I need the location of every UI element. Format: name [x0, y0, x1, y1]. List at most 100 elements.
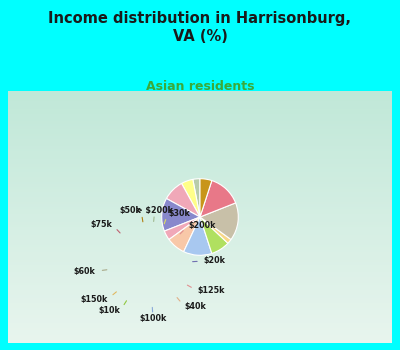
Wedge shape	[200, 203, 238, 239]
Bar	[8, 280, 392, 282]
Bar	[8, 172, 392, 174]
Text: $40k: $40k	[184, 302, 206, 311]
Bar	[8, 154, 392, 156]
Text: $30k: $30k	[168, 209, 190, 218]
Wedge shape	[193, 179, 200, 217]
Bar	[8, 93, 392, 96]
Bar	[8, 305, 392, 308]
Wedge shape	[200, 179, 212, 217]
Text: Income distribution in Harrisonburg,
VA (%): Income distribution in Harrisonburg, VA …	[48, 10, 352, 44]
Bar	[8, 209, 392, 212]
Bar	[8, 275, 392, 278]
Text: Asian residents: Asian residents	[146, 80, 254, 93]
Bar	[8, 234, 392, 237]
Bar	[8, 250, 392, 252]
Wedge shape	[162, 198, 200, 231]
Bar	[8, 204, 392, 207]
Bar	[8, 129, 392, 131]
Bar	[8, 131, 392, 134]
Bar	[8, 308, 392, 310]
Bar	[8, 300, 392, 303]
Bar	[8, 99, 392, 101]
Bar	[8, 162, 392, 164]
Bar	[8, 199, 392, 202]
Bar	[8, 179, 392, 182]
Bar	[8, 222, 392, 225]
Bar	[8, 207, 392, 209]
Bar	[8, 260, 392, 262]
Bar	[8, 330, 392, 333]
Wedge shape	[200, 181, 236, 217]
Bar	[8, 136, 392, 139]
Bar	[8, 333, 392, 335]
Wedge shape	[169, 217, 200, 252]
Bar	[8, 240, 392, 242]
Bar	[8, 116, 392, 119]
Bar	[8, 212, 392, 215]
Bar	[8, 106, 392, 108]
Bar	[8, 121, 392, 124]
Text: $50k: $50k	[119, 206, 141, 215]
Bar	[8, 215, 392, 217]
Bar	[8, 108, 392, 111]
Bar	[8, 192, 392, 194]
Text: $60k: $60k	[74, 267, 96, 276]
Bar	[8, 252, 392, 255]
Bar	[8, 272, 392, 275]
Text: $10k: $10k	[98, 306, 120, 315]
Bar	[8, 338, 392, 341]
Bar	[8, 295, 392, 298]
Bar	[8, 156, 392, 159]
Bar	[8, 310, 392, 313]
Bar	[8, 126, 392, 129]
Text: $125k: $125k	[197, 286, 225, 295]
Wedge shape	[200, 217, 228, 253]
Bar	[8, 285, 392, 288]
Bar	[8, 255, 392, 257]
Bar	[8, 320, 392, 323]
Bar	[8, 187, 392, 189]
Bar	[8, 219, 392, 222]
Bar	[8, 328, 392, 330]
Bar	[8, 313, 392, 315]
Bar	[8, 91, 392, 93]
Bar	[8, 227, 392, 230]
Bar	[8, 303, 392, 305]
Bar	[8, 159, 392, 162]
Bar	[8, 184, 392, 187]
Bar	[8, 267, 392, 270]
Text: $150k: $150k	[80, 295, 108, 303]
Bar	[8, 146, 392, 149]
Wedge shape	[184, 217, 212, 255]
Bar	[8, 293, 392, 295]
Bar	[8, 167, 392, 169]
Bar	[8, 164, 392, 167]
Wedge shape	[166, 183, 200, 217]
Bar	[8, 288, 392, 290]
Bar	[8, 189, 392, 192]
Bar	[8, 282, 392, 285]
Bar	[8, 119, 392, 121]
Bar	[8, 197, 392, 199]
Bar	[8, 174, 392, 177]
Text: $75k: $75k	[90, 220, 112, 229]
Text: $20k: $20k	[204, 257, 226, 265]
Bar	[8, 298, 392, 300]
Text: > $200k: > $200k	[136, 206, 173, 215]
Bar	[8, 182, 392, 184]
Text: $100k: $100k	[139, 314, 167, 323]
Bar	[8, 139, 392, 141]
Bar	[8, 257, 392, 260]
Bar	[8, 290, 392, 293]
Bar	[8, 152, 392, 154]
Text: $200k: $200k	[188, 222, 216, 230]
Bar	[8, 247, 392, 250]
Bar	[8, 114, 392, 116]
Bar	[8, 315, 392, 318]
Bar	[8, 217, 392, 219]
Bar	[8, 96, 392, 99]
Bar	[8, 169, 392, 171]
Bar	[8, 278, 392, 280]
Bar	[8, 124, 392, 126]
Bar	[8, 149, 392, 152]
